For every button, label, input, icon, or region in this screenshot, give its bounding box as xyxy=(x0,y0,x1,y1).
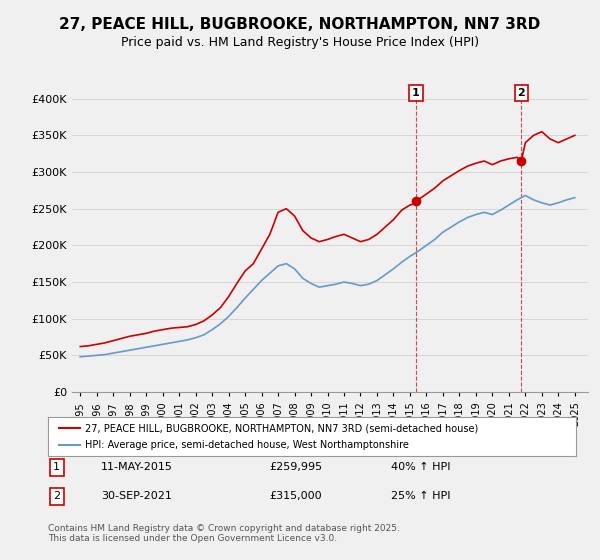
Text: Price paid vs. HM Land Registry's House Price Index (HPI): Price paid vs. HM Land Registry's House … xyxy=(121,36,479,49)
Text: 2: 2 xyxy=(517,88,525,98)
Text: 27, PEACE HILL, BUGBROOKE, NORTHAMPTON, NN7 3RD: 27, PEACE HILL, BUGBROOKE, NORTHAMPTON, … xyxy=(59,17,541,32)
Text: £259,995: £259,995 xyxy=(270,463,323,473)
Text: 40% ↑ HPI: 40% ↑ HPI xyxy=(391,463,451,473)
Text: Contains HM Land Registry data © Crown copyright and database right 2025.
This d: Contains HM Land Registry data © Crown c… xyxy=(48,524,400,543)
Text: 11-MAY-2015: 11-MAY-2015 xyxy=(101,463,173,473)
Text: 25% ↑ HPI: 25% ↑ HPI xyxy=(391,492,451,501)
Text: HPI: Average price, semi-detached house, West Northamptonshire: HPI: Average price, semi-detached house,… xyxy=(85,440,409,450)
Text: 27, PEACE HILL, BUGBROOKE, NORTHAMPTON, NN7 3RD (semi-detached house): 27, PEACE HILL, BUGBROOKE, NORTHAMPTON, … xyxy=(85,423,478,433)
Text: 30-SEP-2021: 30-SEP-2021 xyxy=(101,492,172,501)
Text: 2: 2 xyxy=(53,492,61,501)
Text: £315,000: £315,000 xyxy=(270,492,322,501)
Text: 1: 1 xyxy=(412,88,420,98)
Text: 1: 1 xyxy=(53,463,60,473)
